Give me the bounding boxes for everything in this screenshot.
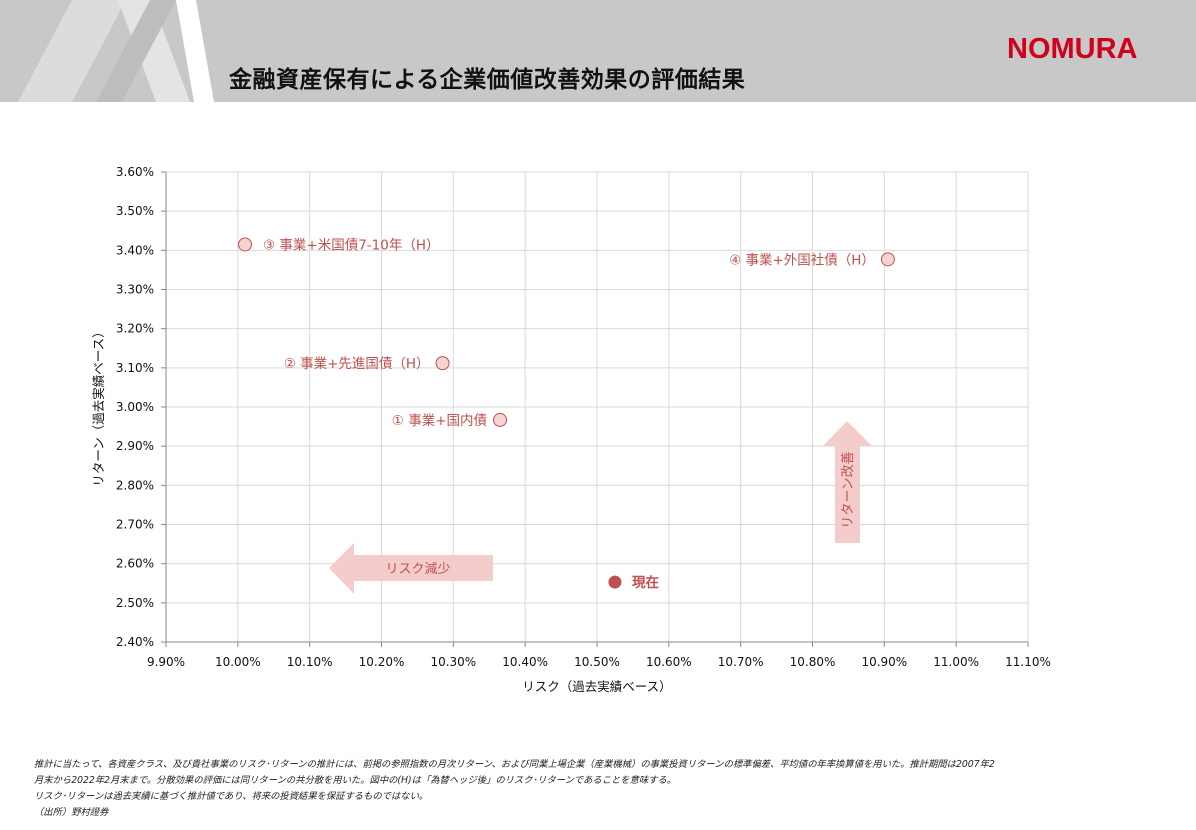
return-improvement-arrow bbox=[823, 421, 872, 543]
data-point bbox=[435, 356, 450, 371]
page-title: 金融資産保有による企業価値改善効果の評価結果 bbox=[229, 67, 746, 93]
y-tick-label: 2.40% bbox=[116, 635, 154, 649]
header-bar: 金融資産保有による企業価値改善効果の評価結果 NOMURA bbox=[0, 0, 1196, 102]
x-tick-label: 10.90% bbox=[861, 655, 907, 669]
x-tick-label: 10.80% bbox=[790, 655, 836, 669]
y-tick-label: 3.20% bbox=[116, 322, 154, 336]
data-point bbox=[493, 412, 508, 427]
risk-reduction-arrow bbox=[329, 543, 493, 594]
x-tick-label: 11.00% bbox=[933, 655, 979, 669]
return-improvement-label: リターン改善 bbox=[840, 451, 856, 528]
y-tick-label: 3.00% bbox=[116, 400, 154, 414]
data-point bbox=[238, 237, 253, 252]
x-tick-label: 10.10% bbox=[287, 655, 333, 669]
x-tick-label: 10.20% bbox=[359, 655, 405, 669]
x-axis-label: リスク（過去実績ベース） bbox=[522, 679, 671, 694]
x-tick-label: 10.40% bbox=[502, 655, 548, 669]
data-label: ① 事業+国内債 bbox=[392, 413, 487, 429]
header-decoration bbox=[18, 0, 214, 102]
data-points: ③ 事業+米国債7-10年（H） ④ 事業+外国社債（H） ② 事業+先進国債（H）… bbox=[238, 237, 895, 591]
footnote-line-1: 推計に当たって、各資産クラス、及び貴社事業のリスク･リターンの推計には、前掲の参… bbox=[34, 759, 995, 770]
data-label: ④ 事業+外国社債（H） bbox=[729, 252, 875, 268]
data-label: 現在 bbox=[632, 574, 659, 591]
y-tick-label: 2.50% bbox=[116, 596, 154, 610]
nomura-logo: NOMURA bbox=[1007, 33, 1138, 65]
y-tick-label: 3.40% bbox=[116, 243, 154, 257]
data-label: ② 事業+先進国債（H） bbox=[284, 356, 430, 372]
annotation-arrows: リスク減少 リターン改善 bbox=[329, 421, 872, 594]
x-tick-label: 10.70% bbox=[718, 655, 764, 669]
y-tick-label: 3.30% bbox=[116, 283, 154, 297]
footnote-line-3: リスク･リターンは過去実績に基づく推計値であり、将来の投資結果を保証するものでは… bbox=[34, 791, 429, 802]
y-tick-label: 2.90% bbox=[116, 439, 154, 453]
x-tick-label: 10.00% bbox=[215, 655, 261, 669]
y-tick-label: 3.50% bbox=[116, 204, 154, 218]
footnote-source: （出所）野村證券 bbox=[34, 807, 109, 818]
x-tick-label: 9.90% bbox=[147, 655, 185, 669]
y-tick-label: 2.70% bbox=[116, 518, 154, 532]
y-tick-label: 2.80% bbox=[116, 478, 154, 492]
scatter-chart: 9.90% 10.00% 10.10% 10.20% 10.30% 10.40% 10.50… bbox=[91, 165, 1051, 694]
y-tick-label: 3.10% bbox=[116, 361, 154, 375]
axes: 9.90% 10.00% 10.10% 10.20% 10.30% 10.40% 10.50… bbox=[116, 165, 1051, 669]
y-tick-label: 2.60% bbox=[116, 557, 154, 571]
x-tick-label: 10.30% bbox=[430, 655, 476, 669]
y-axis-label: リターン（過去実績ベース） bbox=[91, 325, 106, 486]
footnote-line-2: 月末から2022年2月末まで。分散効果の評価には同リターンの共分散を用いた。図中… bbox=[34, 775, 677, 786]
risk-reduction-label: リスク減少 bbox=[385, 561, 450, 577]
x-tick-label: 10.50% bbox=[574, 655, 620, 669]
data-label: ③ 事業+米国債7-10年（H） bbox=[263, 237, 440, 253]
x-tick-label: 10.60% bbox=[646, 655, 692, 669]
data-point bbox=[880, 252, 895, 267]
y-tick-label: 3.60% bbox=[116, 165, 154, 179]
data-point bbox=[608, 575, 622, 589]
x-tick-label: 11.10% bbox=[1005, 655, 1051, 669]
